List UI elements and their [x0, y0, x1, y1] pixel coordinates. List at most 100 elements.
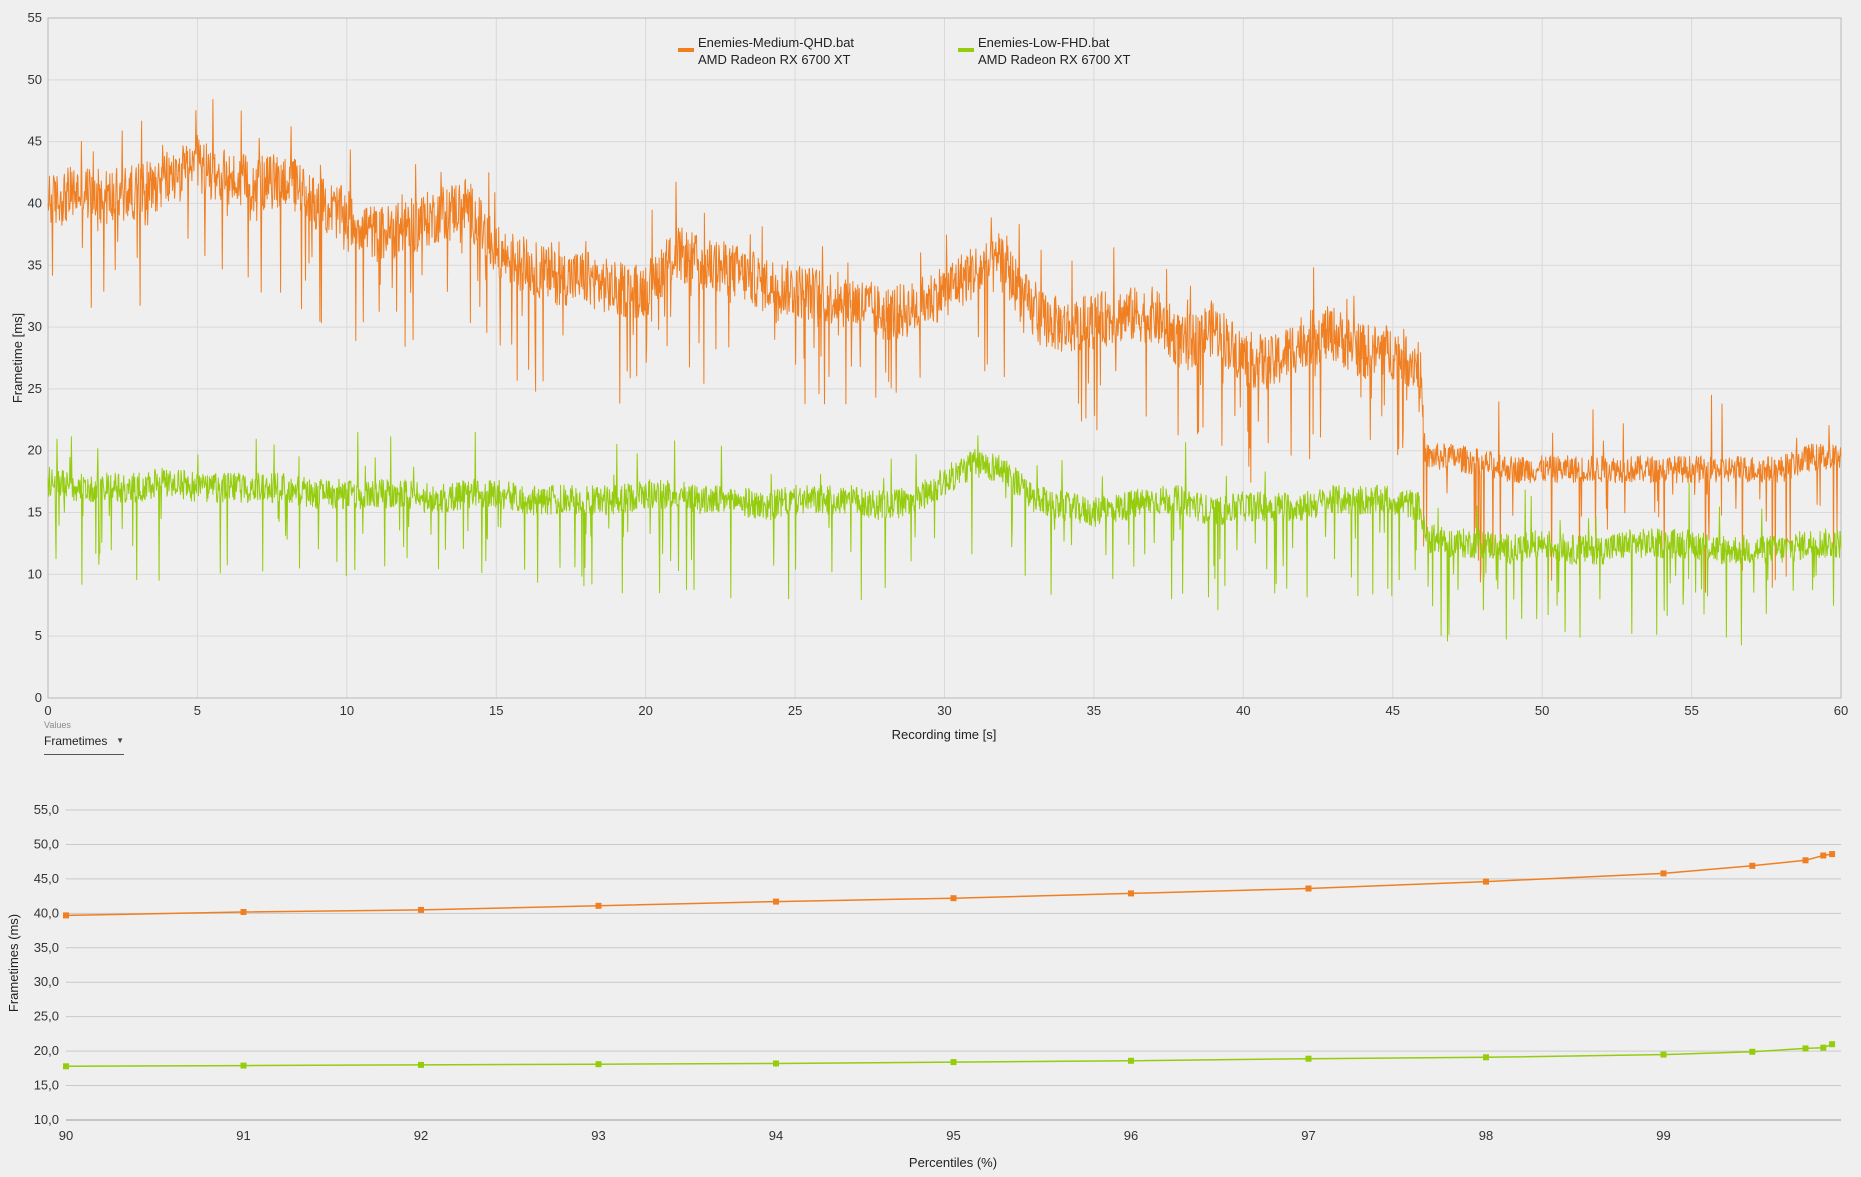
chevron-down-icon: ▼: [116, 736, 124, 745]
frametime-ticks: 0 5 10 15 20 25 30 35 40 45 50 55 0 5 10 15 20 25 30 35 40 45…: [28, 10, 1849, 718]
y-tick-label: 10: [28, 566, 42, 581]
x-tick-label: 99: [1656, 1128, 1670, 1143]
percentile-point[interactable]: [240, 909, 247, 915]
values-selector: Values Frametimes ▼: [44, 720, 124, 755]
frametime-chart: 0 5 10 15 20 25 30 35 40 45 50 55 0 5 10 15 20 25 30 35 40 45…: [10, 10, 1849, 742]
legend: Enemies-Medium-QHD.bat AMD Radeon RX 670…: [678, 35, 1131, 67]
x-tick-label: 60: [1834, 703, 1848, 718]
x-tick-label: 55: [1684, 703, 1698, 718]
percentile-chart-grid: [66, 809, 1841, 1121]
frametime-y-axis-title: Frametime [ms]: [10, 313, 25, 403]
percentile-point[interactable]: [1660, 1051, 1667, 1058]
y-tick-label: 0: [35, 690, 42, 705]
y-tick-label: 30,0: [34, 974, 59, 989]
x-tick-label: 94: [769, 1128, 783, 1143]
x-tick-label: 30: [937, 703, 951, 718]
percentile-point[interactable]: [63, 912, 69, 919]
percentile-point[interactable]: [950, 895, 957, 902]
percentile-point[interactable]: [1820, 852, 1827, 859]
x-tick-label: 97: [1301, 1128, 1315, 1143]
y-tick-label: 45,0: [34, 871, 59, 886]
values-dropdown-value: Frametimes: [44, 734, 108, 748]
frametime-plot-frame: [47, 17, 1842, 699]
legend-label-medium-qhd: Enemies-Medium-QHD.bat: [698, 35, 854, 50]
percentile-point[interactable]: [773, 898, 779, 905]
percentile-point[interactable]: [1749, 862, 1756, 869]
percentile-point[interactable]: [418, 1061, 424, 1068]
percentile-ticks: 10,0 15,0 20,0 25,0 30,0 35,0 40,0 45,0 50,0 55,0…: [34, 802, 1671, 1143]
percentile-series-line: [65, 1043, 1833, 1068]
y-tick-label: 25,0: [34, 1009, 59, 1024]
percentile-point[interactable]: [773, 1060, 779, 1067]
values-dropdown[interactable]: Frametimes ▼: [44, 732, 124, 755]
y-tick-label: 40,0: [34, 905, 59, 920]
percentile-point[interactable]: [1128, 890, 1134, 897]
y-tick-label: 55: [28, 10, 42, 25]
x-tick-label: 45: [1386, 703, 1400, 718]
y-tick-label: 15: [28, 505, 42, 520]
y-tick-label: 20,0: [34, 1043, 59, 1058]
x-tick-label: 95: [946, 1128, 960, 1143]
x-tick-label: 92: [414, 1128, 428, 1143]
percentile-point[interactable]: [1483, 1054, 1489, 1061]
percentile-series-line: [65, 853, 1833, 917]
x-tick-label: 35: [1087, 703, 1101, 718]
percentile-series: [63, 851, 1836, 1070]
percentile-point[interactable]: [595, 902, 602, 909]
percentile-point[interactable]: [950, 1059, 957, 1066]
percentile-point[interactable]: [1305, 885, 1312, 892]
y-tick-label: 55,0: [34, 802, 59, 817]
frametime-series-line: [47, 431, 1842, 646]
percentile-point[interactable]: [1483, 878, 1489, 885]
x-tick-label: 5: [194, 703, 201, 718]
y-tick-label: 45: [28, 134, 42, 149]
values-caption: Values: [44, 720, 71, 730]
percentile-point[interactable]: [1660, 870, 1667, 877]
legend-swatch-medium-qhd: [678, 48, 694, 52]
y-tick-label: 35,0: [34, 940, 59, 955]
x-tick-label: 98: [1479, 1128, 1493, 1143]
x-tick-label: 15: [489, 703, 503, 718]
y-tick-label: 30: [28, 319, 42, 334]
x-tick-label: 40: [1236, 703, 1250, 718]
x-tick-label: 20: [638, 703, 652, 718]
x-tick-label: 91: [236, 1128, 250, 1143]
frametime-series: [47, 98, 1842, 646]
y-tick-label: 50,0: [34, 836, 59, 851]
percentile-point[interactable]: [1820, 1044, 1827, 1051]
percentile-point[interactable]: [240, 1062, 247, 1069]
percentile-x-axis-title: Percentiles (%): [909, 1155, 997, 1170]
y-tick-label: 20: [28, 443, 42, 458]
percentile-y-axis-title: Frametimes (ms): [6, 914, 21, 1012]
y-tick-label: 35: [28, 257, 42, 272]
percentile-point[interactable]: [418, 906, 424, 913]
x-tick-label: 10: [340, 703, 354, 718]
x-tick-label: 0: [44, 703, 51, 718]
legend-label-low-fhd: Enemies-Low-FHD.bat: [978, 35, 1110, 50]
y-tick-label: 40: [28, 195, 42, 210]
percentile-point[interactable]: [1829, 1041, 1836, 1048]
legend-gpu-low-fhd: AMD Radeon RX 6700 XT: [978, 52, 1131, 67]
x-tick-label: 96: [1124, 1128, 1138, 1143]
percentile-chart: 10,0 15,0 20,0 25,0 30,0 35,0 40,0 45,0 50,0 55,0…: [6, 802, 1841, 1170]
x-tick-label: 90: [59, 1128, 73, 1143]
percentile-point[interactable]: [63, 1063, 69, 1070]
y-tick-label: 5: [35, 628, 42, 643]
legend-swatch-low-fhd: [958, 48, 974, 52]
percentile-point[interactable]: [1802, 1045, 1809, 1052]
percentile-point[interactable]: [1749, 1048, 1756, 1055]
legend-item-low-fhd[interactable]: Enemies-Low-FHD.bat AMD Radeon RX 6700 X…: [958, 35, 1131, 67]
frametime-series-line: [47, 98, 1842, 593]
percentile-point[interactable]: [595, 1061, 602, 1068]
y-tick-label: 10,0: [34, 1112, 59, 1127]
percentile-point[interactable]: [1305, 1055, 1312, 1062]
percentile-point[interactable]: [1829, 851, 1836, 858]
frametime-x-axis-title: Recording time [s]: [892, 727, 997, 742]
x-tick-label: 25: [788, 703, 802, 718]
x-tick-label: 93: [591, 1128, 605, 1143]
frametime-chart-grid: [47, 17, 1842, 699]
legend-item-medium-qhd[interactable]: Enemies-Medium-QHD.bat AMD Radeon RX 670…: [678, 35, 854, 67]
legend-gpu-medium-qhd: AMD Radeon RX 6700 XT: [698, 52, 851, 67]
percentile-point[interactable]: [1128, 1057, 1134, 1064]
percentile-point[interactable]: [1802, 857, 1809, 864]
